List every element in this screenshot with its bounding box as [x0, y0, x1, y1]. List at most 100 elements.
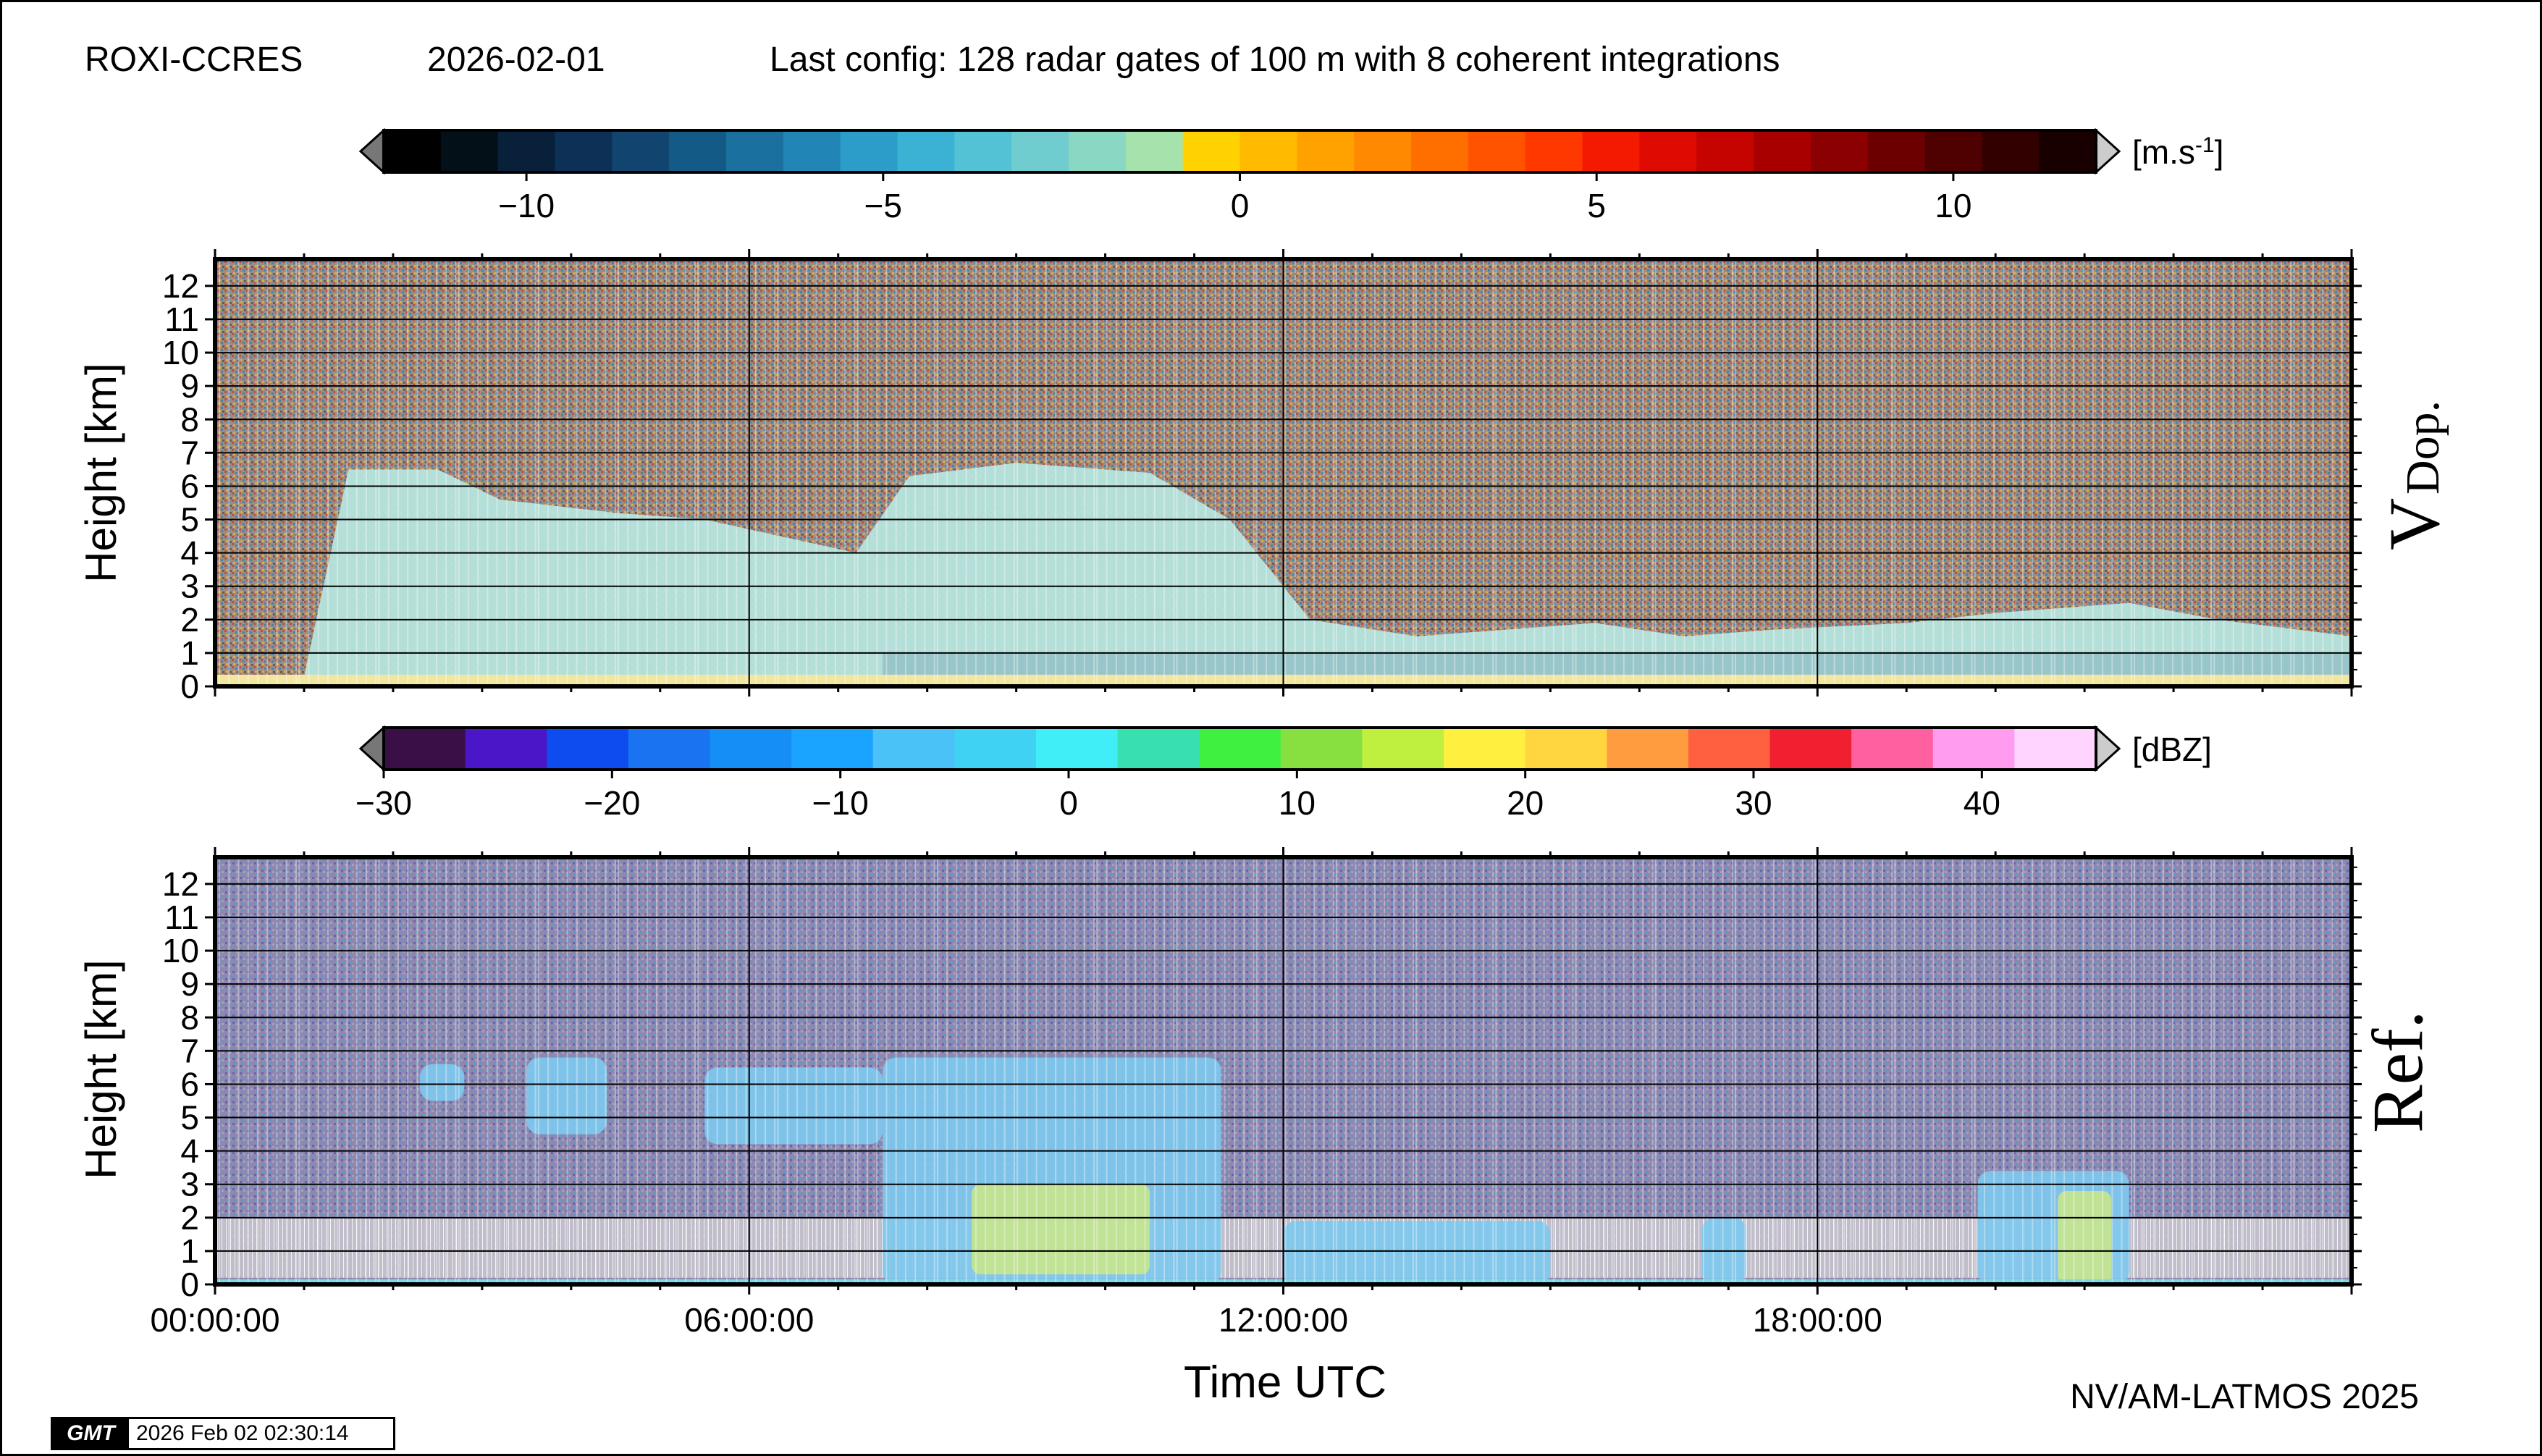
velocity-colorbar: −10 −5 0 5 10 [m.s-1]	[358, 127, 2223, 224]
colorbar-swatch	[872, 728, 955, 770]
colorbar-swatch	[954, 728, 1037, 770]
credit-label: NV/AM-LATMOS 2025	[2070, 1378, 2419, 1416]
colorbar-swatch	[440, 130, 499, 172]
cloud-region	[419, 1064, 465, 1101]
cloud-region	[1283, 1221, 1551, 1284]
colorbar-swatch	[1280, 728, 1363, 770]
colorbar-max-arrow	[2095, 725, 2121, 773]
gmt-timestamp: 2026 Feb 02 02:30:14	[136, 1421, 349, 1445]
gmt-timestamp-box: GMT 2026 Feb 02 02:30:14	[51, 1417, 395, 1450]
colorbar-swatch	[2039, 130, 2097, 172]
colorbar-tick-label: 40	[1964, 784, 2000, 822]
y-tick-label: 8	[180, 400, 199, 438]
colorbar-swatch	[1754, 130, 1811, 172]
colorbar-tick-label: 10	[1935, 187, 1971, 224]
colorbar-swatch	[1924, 130, 1982, 172]
colorbar-tick-label: 20	[1507, 784, 1544, 822]
colorbar-swatch	[791, 728, 874, 770]
cloud-region	[526, 1057, 607, 1135]
colorbar-swatch	[384, 130, 442, 172]
colorbar-swatch	[1297, 130, 1355, 172]
colorbar-tick-label: 5	[1587, 187, 1606, 224]
y-tick-label: 3	[180, 1166, 199, 1203]
colorbar-swatch	[1069, 130, 1127, 172]
y-tick-label: 4	[180, 1132, 199, 1170]
y-tick-label: 6	[180, 1065, 199, 1103]
colorbar-swatch	[1182, 130, 1241, 172]
colorbar-swatch	[2014, 728, 2097, 770]
y-tick-label: 5	[180, 501, 199, 539]
colorbar-frame	[382, 726, 2097, 771]
y-tick-label: 10	[162, 932, 199, 969]
colorbar-swatch	[1867, 130, 1926, 172]
colorbar-swatch	[954, 130, 1012, 172]
y-tick-label: 8	[180, 998, 199, 1036]
y-tick-label: 12	[162, 865, 199, 903]
colorbar-tick-label: −30	[355, 784, 412, 822]
colorbar-max-arrow	[2095, 127, 2121, 175]
colorbar-swatch	[1769, 728, 1852, 770]
colorbar-swatch	[1125, 130, 1184, 172]
colorbar-unit: [m.s-1]	[2132, 133, 2223, 171]
colorbar-tick-label: 10	[1279, 784, 1316, 822]
colorbar-unit-close: ]	[2215, 133, 2224, 171]
colorbar-swatch	[726, 130, 784, 172]
colorbar-swatch	[1199, 728, 1281, 770]
colorbar-tick-label: −10	[498, 187, 555, 224]
colorbar-swatch	[1035, 728, 1119, 770]
colorbar-swatch	[1851, 728, 1934, 770]
y-tick-label: 2	[180, 1199, 199, 1237]
y-tick-label: 5	[180, 1099, 199, 1137]
y-tick-label: 10	[162, 334, 199, 371]
y-tick-label: 3	[180, 568, 199, 605]
colorbar-swatch	[1582, 130, 1640, 172]
colorbar-swatch	[1117, 728, 1200, 770]
panel-label-vdop: V	[2374, 498, 2454, 550]
colorbar-swatch	[555, 130, 613, 172]
y-tick-label: 0	[180, 1266, 199, 1303]
colorbar-swatch	[1932, 728, 2015, 770]
y-tick-label: 9	[180, 965, 199, 1003]
colorbar-min-arrow	[358, 725, 385, 773]
config-label: Last config: 128 radar gates of 100 m wi…	[770, 41, 1780, 79]
y-tick-label: 0	[180, 668, 199, 705]
colorbar-swatch	[1696, 130, 1754, 172]
y-axis-title-top: Height [km]	[77, 363, 125, 582]
y-tick-label: 7	[180, 434, 199, 471]
x-tick-label: 12:00:00	[1219, 1301, 1348, 1339]
core-region	[972, 1184, 1150, 1275]
colorbar-tick-label: 0	[1231, 187, 1250, 224]
y-tick-label: 12	[162, 267, 199, 305]
colorbar-swatch	[669, 130, 727, 172]
cloud-region	[704, 1067, 883, 1145]
x-tick-label: 00:00:00	[150, 1301, 279, 1339]
colorbar-swatch	[1011, 130, 1069, 172]
colorbar-min-arrow	[358, 127, 385, 175]
y-axis-title-bottom: Height [km]	[77, 959, 125, 1179]
colorbar-swatch	[710, 728, 792, 770]
x-tick-label: 18:00:00	[1753, 1301, 1882, 1339]
colorbar-tick-label: 30	[1735, 784, 1772, 822]
colorbar-swatch	[840, 130, 898, 172]
y-tick-label: 7	[180, 1032, 199, 1069]
colorbar-swatch	[384, 728, 466, 770]
colorbar-swatch	[628, 728, 711, 770]
station-name: ROXI-CCRES	[85, 41, 303, 79]
panel-label-vdop-sub: Dop.	[2396, 400, 2449, 495]
colorbar-unit: [dBZ]	[2132, 731, 2212, 768]
x-axis-title: Time UTC	[1184, 1358, 1386, 1407]
colorbar-swatch	[1240, 130, 1297, 172]
y-tick-label: 2	[180, 601, 199, 639]
y-tick-label: 1	[180, 1232, 199, 1270]
colorbar-tick-label: −20	[584, 784, 640, 822]
colorbar-swatch	[547, 728, 629, 770]
panel-label-ref: Ref.	[2357, 1011, 2438, 1133]
colorbar-tick-label: 0	[1059, 784, 1078, 822]
colorbar-swatch	[783, 130, 841, 172]
x-tick-label: 06:00:00	[684, 1301, 814, 1339]
y-tick-label: 11	[164, 300, 199, 338]
colorbar-swatch	[1468, 130, 1526, 172]
